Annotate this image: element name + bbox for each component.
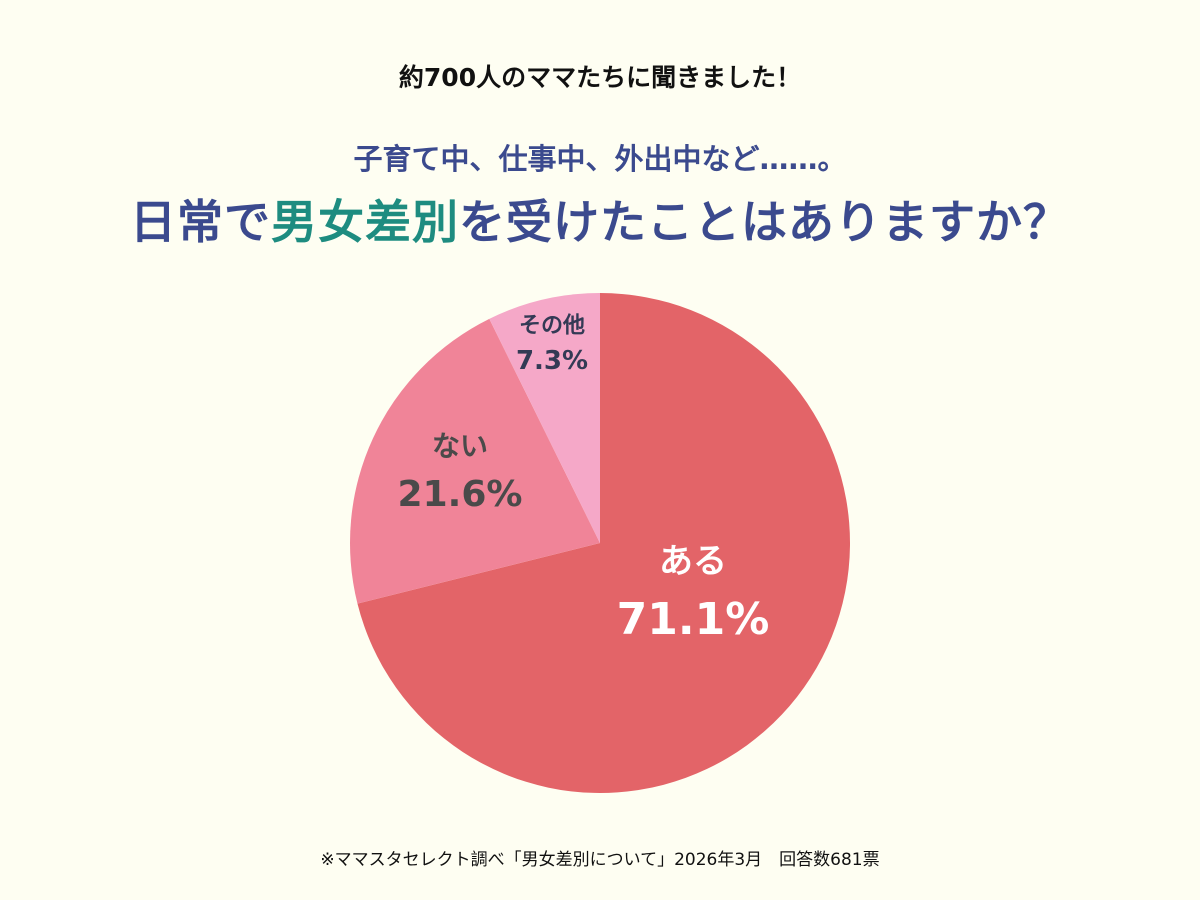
title-highlight: 男女差別 [271, 195, 459, 249]
lead-text: 約700人のママたちに聞きました！ [398, 63, 802, 92]
pie-slice-0 [357, 293, 850, 794]
title-pre: 日常で [130, 195, 271, 249]
subtitle: 子育て中、仕事中、外出中など……。 [353, 142, 847, 176]
pie-slice-2 [489, 293, 600, 543]
title-post: を受けたことはありますか？ [459, 195, 1070, 249]
slice-value-1: 21.6% [398, 474, 523, 515]
slice-label-1: ない [432, 430, 488, 463]
pie-slice-1 [350, 318, 600, 604]
page-title: 日常で男女差別を受けたことはありますか？ [0, 186, 1200, 252]
slice-label-2: その他 [519, 314, 585, 339]
source-note: ※ママスタセレクト調べ「男女差別について」2026年3月 回答数681票 [320, 850, 880, 870]
slice-value-0: 71.1% [617, 594, 770, 645]
slice-value-2: 7.3% [516, 346, 588, 376]
slice-label-0: ある [659, 541, 727, 581]
